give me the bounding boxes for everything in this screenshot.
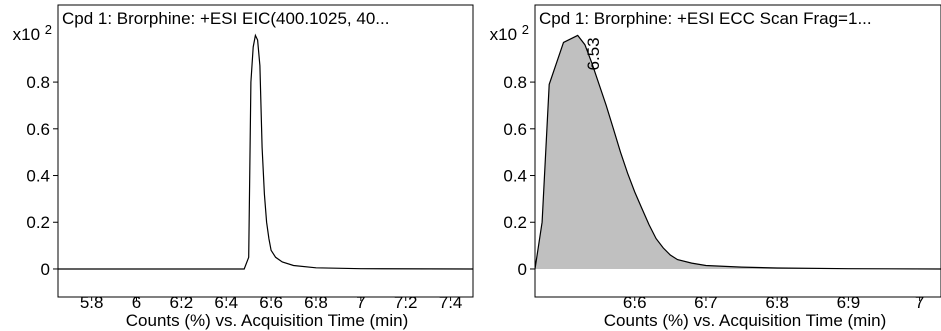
x-axis-label: Counts (%) vs. Acquisition Time (min) <box>126 311 408 330</box>
y-tick-label: 0.4 <box>26 167 50 186</box>
peak-label: 6.53 <box>584 37 603 70</box>
series-line <box>534 34 941 270</box>
chart-panel-1: 0 0.2 0.4 0.6 0.8 x10 2 5.8 6 6.2 6.4 6.6 6.8 7 7.2 7.… <box>13 4 474 330</box>
y-tick-label: 0 <box>41 260 50 279</box>
y-tick-label: 0.2 <box>503 213 527 232</box>
x-tick-label: 6.8 <box>765 293 789 312</box>
x-tick-label: 6.7 <box>694 293 718 312</box>
x-tick-label: 5.8 <box>80 293 104 312</box>
y-tick-label: 0 <box>518 260 527 279</box>
series-line <box>58 33 474 270</box>
plot-frame <box>57 4 474 298</box>
y-tick-label: 0.4 <box>503 167 527 186</box>
x-tick-label: 6.8 <box>304 293 328 312</box>
y-tick-label: 0.6 <box>503 120 527 139</box>
chart-panel-2: 0 0.2 0.4 0.6 0.8 x10 2 6.6 6.7 6.8 6.9 7 Counts (%… <box>490 4 941 330</box>
x-tick-label: 6.6 <box>623 293 647 312</box>
chart-title: Cpd 1: Brorphine: +ESI EIC(400.1025, 40.… <box>62 9 389 28</box>
x-tick-label: 6 <box>132 293 141 312</box>
y-tick-label: 0.8 <box>26 73 50 92</box>
x-tick-label: 6.2 <box>170 293 194 312</box>
x-tick-label: 7 <box>915 293 924 312</box>
y-multiplier-label: x10 2 <box>13 22 52 44</box>
chart-title: Cpd 1: Brorphine: +ESI ECC Scan Frag=1..… <box>539 9 872 28</box>
x-tick-label: 7 <box>356 293 365 312</box>
y-multiplier-label: x10 2 <box>490 22 529 44</box>
x-tick-label: 7.2 <box>394 293 418 312</box>
x-tick-label: 6.4 <box>214 293 238 312</box>
x-tick-label: 6.6 <box>259 293 283 312</box>
y-tick-label: 0.8 <box>503 73 527 92</box>
x-tick-label: 7.4 <box>439 293 463 312</box>
series-area <box>535 35 941 270</box>
y-tick-label: 0.2 <box>26 213 50 232</box>
x-tick-label: 6.9 <box>837 293 861 312</box>
y-tick-label: 0.6 <box>26 120 50 139</box>
x-axis-label: Counts (%) vs. Acquisition Time (min) <box>604 311 886 330</box>
